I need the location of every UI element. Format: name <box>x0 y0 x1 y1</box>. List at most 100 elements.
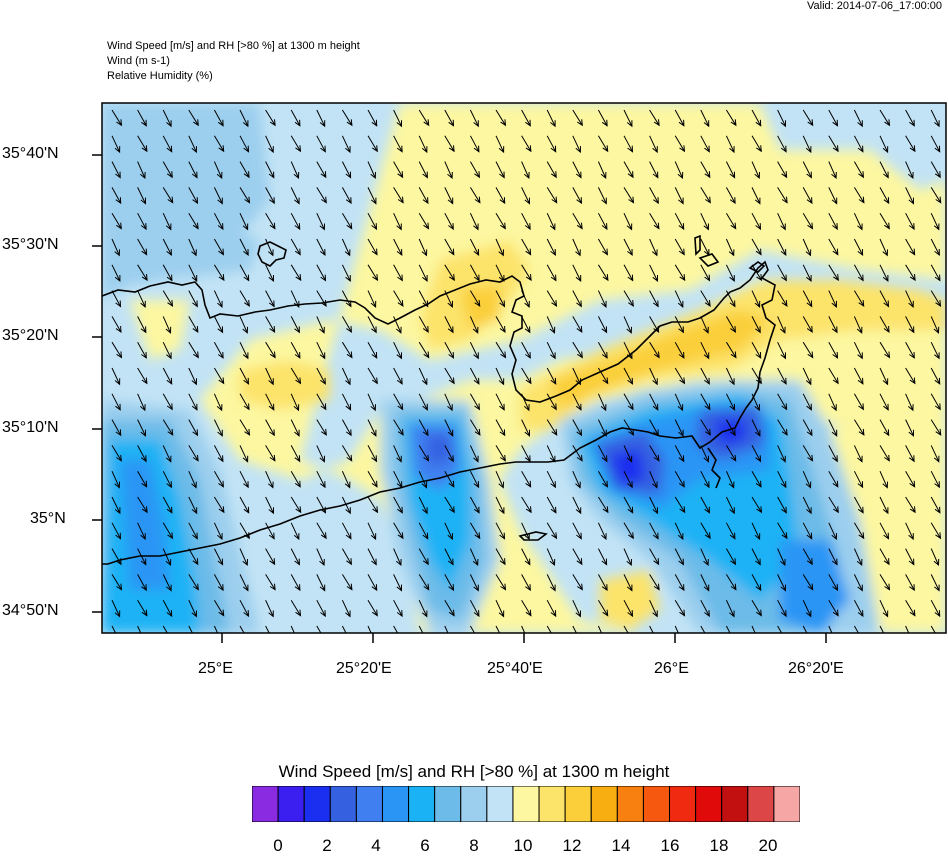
wind-arrow <box>879 419 890 437</box>
wind-arrow <box>674 109 685 127</box>
wind-arrow <box>188 393 198 411</box>
wind-arrow <box>444 367 455 385</box>
wind-arrow <box>930 187 942 204</box>
colorbar-cell <box>329 786 357 822</box>
colorbar-cell <box>460 786 488 822</box>
wind-arrow <box>239 548 248 567</box>
valid-time: Valid: 2014-07-06_17:00:00 <box>807 0 942 12</box>
wind-arrow <box>265 161 275 179</box>
wind-arrow <box>700 445 709 463</box>
wind-arrow <box>418 548 429 566</box>
wind-arrow <box>213 367 225 385</box>
wind-arrow <box>674 445 685 463</box>
wind-arrow <box>649 238 658 257</box>
wind-arrow <box>725 419 736 437</box>
wind-arrow <box>853 496 864 514</box>
wind-arrow <box>469 599 480 618</box>
lon-label: 25°E <box>198 660 233 677</box>
wind-arrow <box>137 419 146 437</box>
wind-arrow <box>597 496 609 514</box>
lon-label: 25°20'E <box>336 660 392 677</box>
wind-arrow <box>879 238 888 257</box>
wind-arrow <box>393 445 402 463</box>
wind-arrow <box>111 522 122 540</box>
wind-arrow <box>521 135 532 153</box>
wind-arrow <box>623 135 634 153</box>
wind-arrow <box>751 470 762 488</box>
wind-arrow <box>444 109 455 127</box>
wind-arrow <box>751 625 756 633</box>
wind-arrow <box>469 393 480 411</box>
lon-label: 25°40'E <box>487 660 543 677</box>
wind-arrow <box>111 109 123 127</box>
wind-arrow <box>495 316 506 333</box>
wind-arrow <box>853 135 864 153</box>
wind-arrow <box>213 212 224 231</box>
wind-arrow <box>572 625 577 633</box>
wind-arrow <box>239 316 248 334</box>
wind-arrow <box>367 135 378 153</box>
wind-arrow <box>572 341 583 359</box>
wind-arrow <box>725 109 737 127</box>
wind-arrow <box>777 470 787 489</box>
wind-arrow <box>597 264 609 282</box>
wind-arrow <box>367 264 379 282</box>
wind-arrow <box>623 367 634 385</box>
wind-arrow <box>674 496 686 514</box>
colorbar-cell <box>564 786 592 822</box>
wind-arrow <box>341 316 352 333</box>
wind-arrow <box>265 625 270 633</box>
wind-arrow <box>188 445 199 462</box>
wind-arrow <box>316 212 325 231</box>
wind-arrow <box>341 393 352 411</box>
wind-arrow <box>725 238 735 257</box>
wind-arrow <box>265 496 274 515</box>
wind-arrow <box>188 238 197 257</box>
wind-arrow <box>239 161 250 179</box>
lat-label: 35°40'N <box>2 145 59 162</box>
wind-arrow <box>853 574 863 592</box>
wind-arrow <box>341 238 351 257</box>
wind-arrow <box>649 212 660 230</box>
colorbar-tick-label: 14 <box>611 836 631 855</box>
wind-arrow <box>879 496 889 515</box>
wind-arrow <box>546 599 557 618</box>
wind-arrow <box>444 290 453 308</box>
wind-arrow <box>828 238 839 256</box>
wind-arrow <box>853 367 864 385</box>
wind-arrow <box>418 264 428 283</box>
wind-arrow <box>393 522 404 540</box>
wind-arrow <box>930 445 940 463</box>
wind-arrow <box>162 341 172 360</box>
wind-arrow <box>828 290 837 308</box>
wind-arrow <box>777 135 787 153</box>
wind-arrow <box>879 548 890 566</box>
wind-arrow <box>802 599 812 618</box>
wind-arrow <box>265 445 276 462</box>
wind-arrow <box>802 161 812 179</box>
wind-arrow <box>239 393 250 411</box>
wind-arrow <box>572 496 582 515</box>
wind-arrow <box>828 445 838 463</box>
wind-arrow <box>188 187 199 205</box>
wind-arrow <box>316 496 327 514</box>
wind-arrow <box>239 212 249 231</box>
wind-arrow <box>316 135 326 153</box>
wind-arrow <box>290 496 302 514</box>
wind-arrow <box>597 574 608 592</box>
wind-arrow <box>495 548 506 566</box>
wind-arrow <box>751 290 761 308</box>
wind-arrow <box>239 445 249 463</box>
wind-arrow <box>930 599 941 618</box>
wind-arrow <box>521 393 530 412</box>
wind-arrow <box>546 574 556 592</box>
wind-arrow <box>290 290 300 308</box>
wind-arrow <box>316 367 326 385</box>
wind-arrow <box>751 496 763 514</box>
wind-arrow <box>521 187 530 205</box>
wind-arrow <box>444 135 455 153</box>
wind-arrow <box>162 522 174 540</box>
wind-arrow <box>239 367 250 385</box>
wind-arrow <box>879 393 889 411</box>
wind-arrow <box>521 419 530 437</box>
